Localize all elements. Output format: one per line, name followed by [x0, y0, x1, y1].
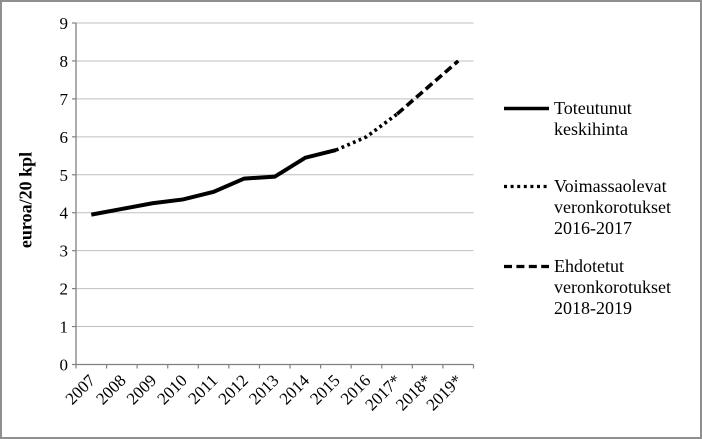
- legend-entry-label: Toteutunut keskihinta: [554, 98, 632, 139]
- legend-swatch-dotted-line-icon: [504, 184, 549, 189]
- y-tick-label: 1: [60, 318, 69, 337]
- x-tick-label: 2008: [92, 371, 129, 408]
- x-tick-label: 2019*: [423, 371, 466, 414]
- legend-swatch-dashed-line-icon: [504, 264, 549, 269]
- series-line-dashed: [395, 59, 460, 116]
- x-tick-label: 2010: [153, 371, 190, 408]
- legend-entry-label: Ehdotetut veronkorotukset 2018-2019: [554, 256, 671, 318]
- y-tick-label: 7: [60, 90, 69, 109]
- legend-entry-voimassaolevat-veronkorotukset: Voimassaolevat veronkorotukset 2016-2017: [503, 176, 671, 239]
- y-tick-label: 8: [60, 52, 69, 71]
- y-tick-label: 3: [60, 242, 69, 261]
- x-tick-label: 2013: [245, 371, 282, 408]
- x-tick-label: 2014: [276, 371, 314, 409]
- y-tick-label: 2: [60, 280, 69, 299]
- y-axis-title: euroa/20 kpl: [15, 151, 36, 249]
- x-tick-label: 2009: [123, 371, 160, 408]
- legend-entry-toteutunut-keskihinta: Toteutunut keskihinta: [503, 98, 632, 140]
- legend-entry-ehdotetut-veronkorotukset: Ehdotetut veronkorotukset 2018-2019: [503, 256, 671, 319]
- x-tick-label: 2012: [215, 371, 252, 408]
- legend-swatch-solid-line-icon: [504, 106, 549, 111]
- y-tick-label: 6: [60, 128, 69, 147]
- x-tick-label: 2015: [306, 371, 343, 408]
- legend: Toteutunut keskihinta Voimassaolevat ver…: [503, 2, 700, 437]
- x-tick-label: 2011: [184, 371, 221, 408]
- series-line-solid: [90, 148, 337, 217]
- series-line-dotted: [335, 112, 399, 152]
- legend-entry-label: Voimassaolevat veronkorotukset 2016-2017: [554, 176, 671, 238]
- y-tick-label: 5: [60, 166, 69, 185]
- y-tick-label: 0: [60, 356, 69, 375]
- x-tick-label: 2007: [62, 371, 100, 409]
- y-tick-label: 4: [60, 204, 69, 223]
- y-tick-label: 9: [60, 14, 69, 33]
